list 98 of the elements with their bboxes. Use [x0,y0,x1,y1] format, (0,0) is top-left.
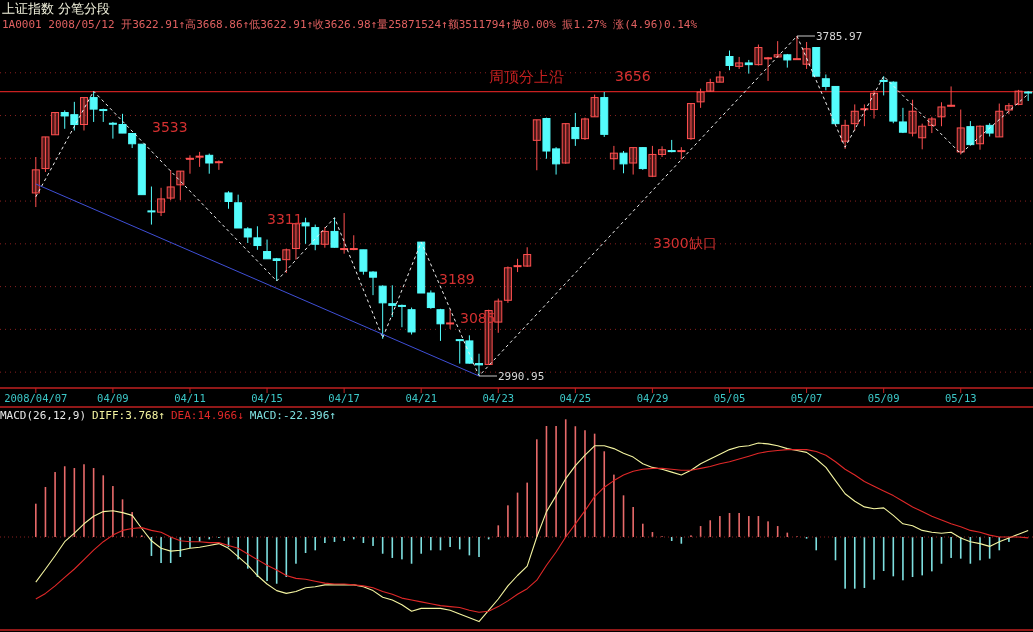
x-tick-label: 04/11 [174,392,206,404]
candlestick [291,222,300,261]
candlestick [735,56,744,70]
candlestick [349,234,358,251]
candlestick [185,154,194,175]
candlestick [918,123,927,150]
candlestick [446,309,455,330]
x-tick-label: 04/17 [328,392,360,404]
x-tick-label: 04/09 [97,392,129,404]
chart-title: 上证指数 分笔分段 [2,1,111,16]
candlestick [532,119,541,171]
annotation: 3189 [439,271,475,287]
candlestick [619,150,628,174]
candlestick [658,145,667,158]
x-tick-label: 04/25 [559,392,592,404]
candlestick [311,224,320,251]
candlestick [715,70,724,83]
candlestick [638,146,647,171]
candlestick [908,99,917,137]
candlestick [166,169,175,201]
candlestick [860,103,869,127]
candlestick [764,56,773,82]
annotation: 3311 [267,211,303,227]
candlestick [330,217,339,249]
candlestick [927,116,936,134]
candlestick [706,78,715,93]
candlestick [176,170,185,201]
candlestick [561,122,570,165]
candlestick [870,89,879,120]
ref-line-label: 周顶分上沿 [488,67,564,86]
candlestick [263,239,272,260]
text: DIFF:3.768↑ [92,409,165,422]
candlestick [571,112,580,147]
candlestick [51,112,60,136]
candlestick [937,101,946,127]
candlestick [31,156,40,208]
candlestick [378,284,387,340]
candlestick [841,119,850,150]
x-tick-label: 2008/04/07 [4,392,68,404]
chart-title: MACD(26,12,9) [0,409,87,422]
x-tick-label: 04/21 [405,392,438,404]
candlestick [580,117,589,141]
candlestick [340,212,349,255]
candlestick [802,41,811,70]
candlestick [301,217,310,245]
candlestick [1014,89,1023,106]
annotation: 3300缺口 [653,235,717,251]
candlestick [648,145,657,178]
x-tick-label: 04/29 [636,392,669,404]
candlestick [976,124,985,151]
x-tick-label: 05/13 [944,392,977,404]
candlestick [157,187,166,217]
candlestick [686,102,695,141]
text: MACD:-22.396↑ [249,409,336,422]
candlestick [995,103,1004,138]
candlestick [792,35,801,61]
candlestick [195,151,204,168]
x-tick-label: 05/07 [790,392,823,404]
candlestick [754,44,763,66]
candlestick [609,145,618,171]
x-tick-label: 05/05 [713,392,746,404]
candlestick [590,94,599,118]
candlestick [966,120,975,146]
x-tick-label: 04/15 [251,392,283,404]
candlestick [147,186,156,226]
candlestick [1004,102,1013,115]
candlestick [696,88,705,109]
candlestick [388,284,397,318]
candlestick [677,146,686,161]
candlestick [41,136,50,173]
candlestick [214,159,223,171]
candlestick [320,226,329,249]
text: DEA:14.966↓ [170,409,244,422]
candlestick [850,103,859,131]
candlestick [503,266,512,304]
x-tick-label: 05/09 [867,392,900,404]
annotation: 2990.95 [498,370,545,383]
annotation: 3656 [615,68,651,84]
x-tick-label: 04/23 [482,392,515,404]
candlestick [407,307,416,335]
candlestick [725,50,734,71]
candlestick [475,353,484,377]
candlestick [436,308,445,342]
candlestick [426,289,435,310]
candlestick [629,146,638,176]
candlestick [205,153,214,175]
candlestick [282,248,291,274]
candlestick [523,246,532,268]
candlestick [79,96,88,131]
candlestick [494,298,503,334]
chart-subtitle: 1A0001 2008/05/12 开3622.91↑高3668.86↑低3622.91↑收3626.98↑量25871524↑额3511794↑换0.00% 振1.27% 涨(4.96)0.14% [2,18,698,31]
annotation: 3533 [152,119,188,135]
candlestick [898,107,907,134]
candlestick [513,258,522,273]
annotation: 3785.97 [815,30,863,43]
candlestick [956,109,965,155]
candlestick [879,75,888,96]
candlestick [947,85,956,108]
